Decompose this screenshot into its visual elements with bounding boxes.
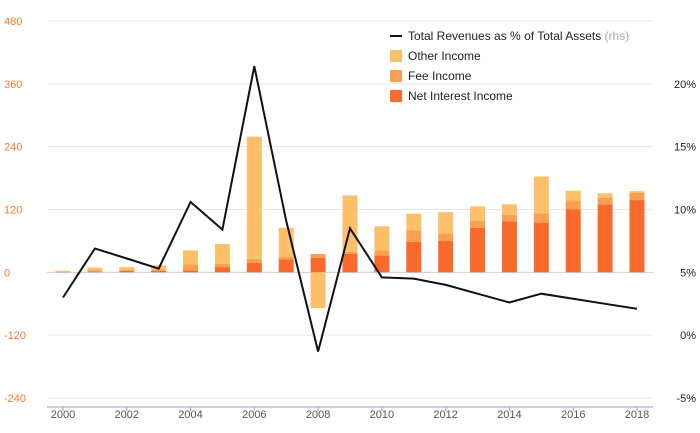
- bar: [565, 209, 581, 273]
- x-tick-label: 2010: [370, 409, 394, 421]
- bar: [470, 227, 486, 273]
- bar: [246, 258, 262, 263]
- bar: [501, 221, 517, 273]
- y-left-tick-label: 240: [4, 142, 22, 154]
- x-tick-label: 2000: [51, 409, 75, 421]
- y-right-tick-label: 5%: [680, 267, 696, 279]
- x-tick-label: 2012: [433, 409, 457, 421]
- bar: [310, 254, 326, 258]
- bar: [438, 233, 454, 241]
- bar: [119, 269, 135, 271]
- bar: [597, 204, 613, 273]
- bar: [629, 200, 645, 273]
- bar: [501, 214, 517, 222]
- bar: [597, 193, 613, 198]
- legend-swatch: [390, 50, 402, 62]
- bar: [374, 255, 390, 273]
- y-right-tick-label: 20%: [674, 79, 696, 91]
- bar: [310, 272, 326, 308]
- y-left-tick-label: 120: [4, 205, 22, 217]
- bar: [629, 192, 645, 201]
- legend-label-suffix: (rhs): [601, 29, 629, 43]
- bar: [406, 230, 422, 242]
- bar: [470, 221, 486, 228]
- bar: [87, 267, 103, 271]
- bar: [214, 244, 230, 264]
- bar: [214, 267, 230, 273]
- bar: [406, 241, 422, 273]
- y-left-tick-label: 360: [4, 79, 22, 91]
- legend: Total Revenues as % of Total Assets (rhs…: [390, 29, 629, 103]
- bar: [438, 240, 454, 273]
- bar: [438, 212, 454, 234]
- bar: [470, 206, 486, 222]
- bar: [342, 251, 358, 255]
- bar: [214, 263, 230, 268]
- legend-label: Net Interest Income: [408, 89, 513, 103]
- bar: [278, 256, 294, 260]
- legend-swatch: [390, 70, 402, 82]
- legend-label: Total Revenues as % of Total Assets (rhs…: [408, 29, 629, 43]
- bar: [278, 259, 294, 273]
- bar: [246, 262, 262, 273]
- bar: [406, 213, 422, 231]
- line-series-path: [62, 65, 638, 352]
- y-right-tick-label: 15%: [674, 142, 696, 154]
- bar: [183, 264, 199, 271]
- legend-swatch: [390, 90, 402, 102]
- x-tick-label: 2018: [625, 409, 649, 421]
- y-left-tick-label: 0: [4, 267, 10, 279]
- bar: [183, 250, 199, 265]
- x-tick-label: 2006: [242, 409, 266, 421]
- y-left-tick-label: 480: [4, 16, 22, 28]
- bar: [151, 269, 167, 271]
- bar: [342, 254, 358, 273]
- bar: [55, 271, 71, 272]
- legend-label: Fee Income: [408, 69, 472, 83]
- bar: [87, 271, 103, 273]
- legend-label: Other Income: [408, 49, 481, 63]
- x-tick-label: 2004: [178, 409, 202, 421]
- bar: [87, 270, 103, 272]
- bar: [342, 195, 358, 252]
- x-tick-label: 2002: [115, 409, 139, 421]
- bar: [119, 267, 135, 270]
- bar: [565, 190, 581, 201]
- axes: -240 -120 0 120 240 360 480 -5% 0% 5% 10% 15% 20% 200…: [4, 16, 696, 421]
- x-tick-label: 2014: [497, 409, 521, 421]
- bar: [183, 270, 199, 273]
- y-left-tick-label: -240: [4, 393, 26, 405]
- y-left-tick-label: -120: [4, 330, 26, 342]
- bar: [55, 271, 71, 273]
- bar: [533, 176, 549, 214]
- bar: [533, 213, 549, 223]
- x-tick-label: 2016: [561, 409, 585, 421]
- bar-series: [55, 136, 645, 308]
- bar: [151, 270, 167, 273]
- y-right-tick-label: 0%: [680, 330, 696, 342]
- bar: [374, 250, 390, 256]
- line-series: [62, 65, 638, 352]
- y-right-tick-label: 10%: [674, 205, 696, 217]
- bar: [310, 257, 326, 273]
- bar: [565, 200, 581, 210]
- bar: [55, 270, 71, 272]
- bar: [597, 197, 613, 205]
- bar: [629, 191, 645, 193]
- x-tick-label: 2008: [306, 409, 330, 421]
- bar: [246, 136, 262, 259]
- bar: [501, 204, 517, 215]
- y-right-tick-label: -5%: [676, 393, 696, 405]
- bar: [374, 226, 390, 251]
- bar: [119, 270, 135, 273]
- bar: [533, 222, 549, 273]
